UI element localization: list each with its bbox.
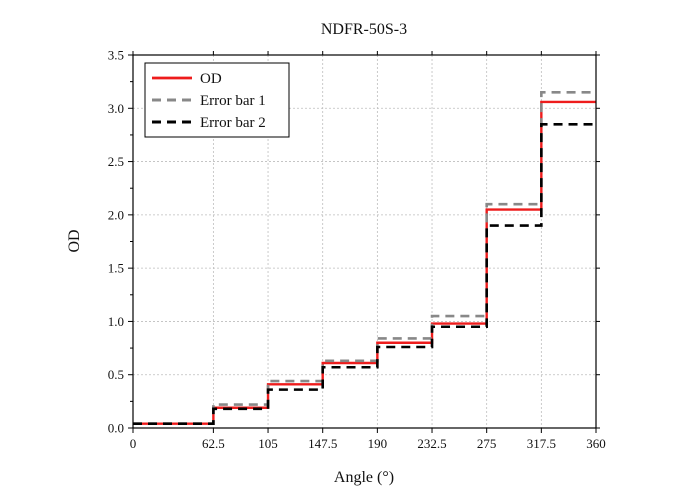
legend: OD Error bar 1 Error bar 2 — [144, 62, 290, 138]
x-axis-title: Angle (°) — [334, 469, 394, 486]
y-tick-label: 0.0 — [108, 421, 124, 436]
y-tick-label: 3.0 — [108, 101, 124, 116]
x-tick-label: 232.5 — [417, 436, 446, 451]
series-line-error-bar-1 — [133, 91, 596, 426]
x-tick-label: 275 — [477, 436, 497, 451]
y-tick-label: 3.5 — [108, 48, 124, 63]
y-tick-label: 1.0 — [108, 314, 124, 329]
legend-label: Error bar 1 — [200, 93, 266, 109]
x-tick-label: 317.5 — [527, 436, 556, 451]
x-tick-label: 105 — [258, 436, 278, 451]
y-tick-label: 2.5 — [108, 154, 124, 169]
y-tick-label: 0.5 — [108, 367, 124, 382]
x-tick-label: 0 — [130, 436, 137, 451]
series-line-error-bar-2 — [133, 122, 596, 426]
series-layer — [133, 91, 596, 426]
x-tick-label: 360 — [586, 436, 606, 451]
y-tick-label: 2.0 — [108, 207, 124, 222]
chart-title: NDFR-50S-3 — [321, 21, 407, 38]
x-tick-label: 190 — [368, 436, 388, 451]
y-tick-label: 1.5 — [108, 261, 124, 276]
y-axis-title: OD — [66, 229, 83, 252]
x-tick-label: 147.5 — [308, 436, 337, 451]
legend-label: Error bar 2 — [200, 115, 266, 131]
legend-label: OD — [200, 71, 222, 87]
ticks: 0 62.5 105 147.5 190 232.5 275 317.5 360 0.0 0.5 1.… — [108, 48, 606, 452]
series-line-od — [133, 100, 596, 425]
x-tick-label: 62.5 — [202, 436, 225, 451]
